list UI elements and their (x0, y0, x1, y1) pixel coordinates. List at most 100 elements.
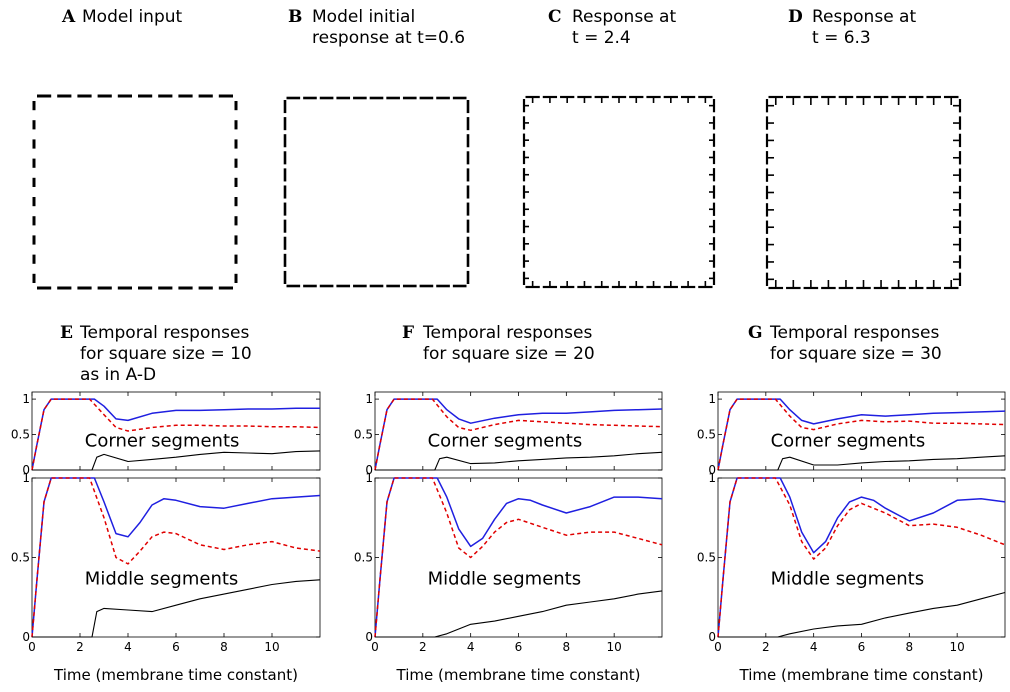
y-tick-label: 0.5 (697, 428, 716, 442)
y-tick-label: 0 (708, 630, 716, 644)
panel-label: D (788, 7, 803, 27)
panel-title-line: Temporal responses (422, 323, 592, 343)
axes-frame (374, 477, 663, 638)
panel-a: A Model input (32, 7, 238, 290)
series-line-black (718, 591, 1006, 638)
segment-annotation: Middle segments (771, 569, 925, 590)
x-tick-label: 10 (264, 640, 279, 654)
x-tick-label: 4 (124, 640, 132, 654)
x-tick-label: 8 (563, 640, 571, 654)
series-line-blue (374, 477, 663, 638)
subplot-e-corner: 0 0.5 1 Corner segments (11, 391, 321, 477)
x-axis-label: Time (membrane time constant) (53, 666, 298, 684)
y-tick-label: 0 (365, 463, 373, 477)
panel-c: C Response att = 2.4 (522, 7, 716, 289)
square-outline (765, 95, 962, 290)
subplot-f-corner: 0 0.5 1 Corner segments (354, 391, 663, 477)
panel-label: C (548, 7, 562, 27)
y-tick-label: 1 (365, 392, 373, 406)
y-tick-label: 1 (708, 471, 716, 485)
panel-label: A (61, 7, 76, 27)
panel-label: E (60, 323, 73, 343)
x-tick-label: 8 (906, 640, 914, 654)
panel-d: D Response att = 6.3 (765, 7, 962, 290)
series-line-blue (31, 477, 321, 638)
x-tick-label: 8 (220, 640, 228, 654)
x-tick-label: 0 (28, 640, 36, 654)
y-tick-label: 0.5 (697, 551, 716, 565)
x-tick-label: 10 (950, 640, 965, 654)
y-tick-label: 0.5 (11, 428, 30, 442)
segment-annotation: Middle segments (428, 569, 582, 590)
panel-title-line: Response at (812, 7, 916, 27)
series-line-red (31, 477, 321, 638)
segment-annotation: Middle segments (85, 569, 239, 590)
axes-frame (717, 477, 1006, 638)
subplot-g-corner: 0 0.5 1 Corner segments (697, 391, 1006, 477)
panel-title-line: Model initial (312, 7, 415, 27)
panel-title-line: Temporal responses (769, 323, 939, 343)
panel-title-line: Response at (572, 7, 676, 27)
y-tick-label: 1 (22, 392, 30, 406)
panel-title-line: Temporal responses (79, 323, 249, 343)
y-tick-label: 1 (365, 471, 373, 485)
x-tick-label: 2 (419, 640, 427, 654)
y-tick-label: 0.5 (11, 551, 30, 565)
y-tick-label: 1 (708, 392, 716, 406)
series-line-black (718, 455, 1006, 471)
x-tick-label: 0 (371, 640, 379, 654)
series-line-blue (374, 398, 663, 471)
x-tick-label: 10 (607, 640, 622, 654)
x-axis-label: Time (membrane time constant) (396, 666, 641, 684)
x-tick-label: 4 (467, 640, 475, 654)
panel-title-line: response at t=0.6 (312, 28, 465, 48)
panel-label: B (288, 7, 302, 27)
series-line-blue (31, 398, 320, 471)
y-tick-label: 0.5 (354, 428, 373, 442)
series-line-blue (717, 477, 1006, 638)
y-tick-label: 0 (708, 463, 716, 477)
segment-annotation: Corner segments (85, 430, 240, 451)
series-line-red (374, 477, 663, 638)
x-axis-label: Time (membrane time constant) (739, 666, 984, 684)
y-tick-label: 0 (365, 630, 373, 644)
series-line-black (375, 451, 663, 471)
x-tick-label: 2 (762, 640, 770, 654)
panel-label: G (748, 323, 763, 343)
square-outline (283, 96, 470, 288)
panel-title-line: t = 2.4 (572, 28, 631, 48)
series-line-black (32, 579, 321, 638)
x-tick-label: 6 (515, 640, 523, 654)
x-tick-label: 6 (172, 640, 180, 654)
series-line-blue (717, 398, 1006, 471)
x-tick-label: 6 (858, 640, 866, 654)
axes-frame (31, 477, 321, 638)
series-line-red (717, 477, 1006, 638)
panel-title-line: for square size = 10 (80, 344, 252, 364)
segment-annotation: Corner segments (428, 430, 583, 451)
x-tick-label: 0 (714, 640, 722, 654)
series-line-black (32, 450, 321, 471)
series-line-black (375, 590, 663, 638)
y-tick-label: 0 (22, 463, 30, 477)
y-tick-label: 0 (22, 630, 30, 644)
segment-annotation: Corner segments (771, 430, 926, 451)
panel-title-line: as in A-D (80, 365, 156, 385)
panel-title-line: Model input (82, 7, 183, 27)
x-tick-label: 4 (810, 640, 818, 654)
y-tick-label: 0.5 (354, 551, 373, 565)
panel-title-line: for square size = 30 (770, 344, 942, 364)
square-outline (32, 94, 238, 290)
panel-label: F (402, 323, 414, 343)
panel-title-line: for square size = 20 (423, 344, 595, 364)
